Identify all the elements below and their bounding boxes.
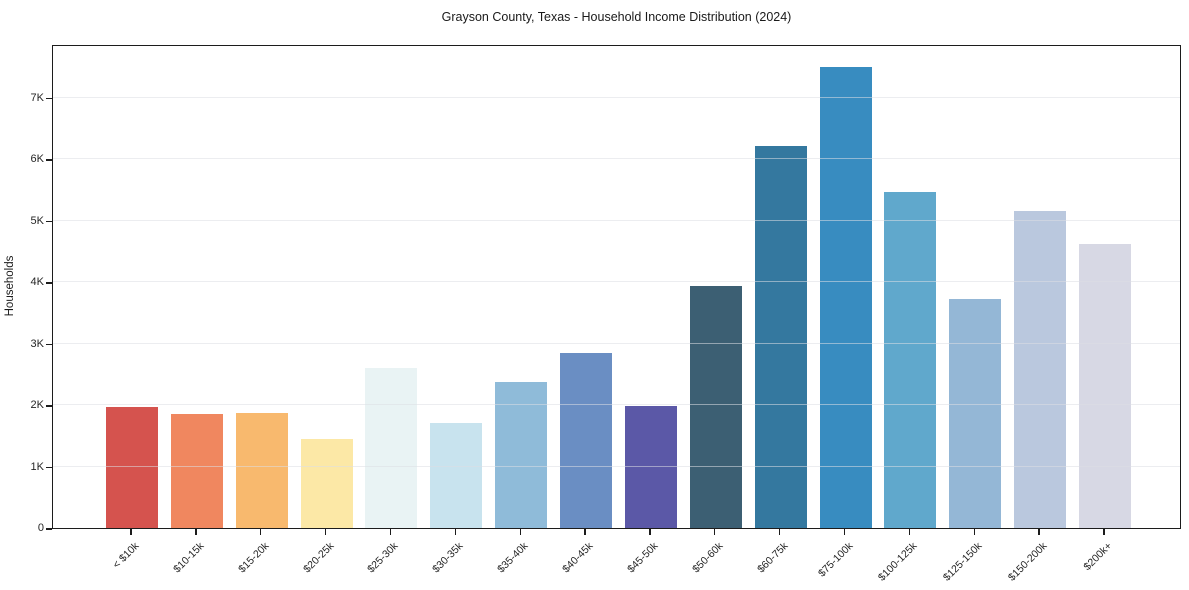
- y-tick-label: 7K: [30, 91, 44, 104]
- x-tick-mark: [778, 529, 781, 535]
- y-tick-mark: [46, 282, 52, 284]
- gridline-5K: [53, 219, 1180, 221]
- bar-$75-100k: [819, 66, 872, 528]
- x-tick-mark: [714, 529, 716, 535]
- x-tick-mark: [584, 529, 586, 535]
- y-tick-mark: [46, 97, 52, 100]
- x-tick-mark: [389, 529, 392, 535]
- plot-area: [52, 45, 1181, 529]
- y-tick-label: 5K: [30, 214, 44, 227]
- bar-$10-15k: [170, 413, 223, 528]
- y-tick-mark: [46, 466, 52, 469]
- bar-$40-45k: [560, 352, 613, 528]
- x-tick-mark: [908, 529, 911, 535]
- y-tick-mark: [46, 220, 52, 223]
- bar-$35-40k: [495, 381, 548, 528]
- chart-title: Grayson County, Texas - Household Income…: [441, 10, 792, 24]
- x-tick-mark: [973, 529, 975, 535]
- gridline-3K: [53, 342, 1180, 344]
- x-tick-mark: [324, 529, 327, 535]
- x-tick-mark: [649, 529, 651, 535]
- bar-$60-75k: [754, 146, 807, 528]
- gridline-4K: [53, 281, 1180, 283]
- bar-$100-125k: [884, 191, 937, 528]
- y-tick-label: 3K: [30, 337, 44, 350]
- bar-$200k+: [1079, 243, 1131, 528]
- bar-$50-60k: [689, 285, 742, 528]
- x-tick-mark: [195, 529, 197, 535]
- y-tick-label: 2K: [30, 399, 44, 411]
- x-tick-mark: [843, 529, 846, 535]
- bar-$45-50k: [624, 405, 677, 528]
- bar-$30-35k: [430, 423, 483, 528]
- x-tick-label: < $10k: [110, 540, 142, 571]
- y-tick-label: 4K: [30, 276, 44, 288]
- bar-$15-20k: [235, 412, 288, 528]
- gridline-7K: [53, 96, 1180, 98]
- y-tick-label: 0: [37, 522, 44, 534]
- x-tick-mark: [1103, 529, 1105, 535]
- bar-$150-200k: [1014, 210, 1067, 528]
- x-tick-mark: [130, 529, 132, 535]
- y-tick-mark: [46, 528, 52, 530]
- bar-$125-150k: [949, 299, 1002, 528]
- y-tick-label: 1K: [30, 460, 44, 473]
- gridline-1K: [53, 465, 1180, 467]
- y-tick-mark: [46, 343, 52, 346]
- x-tick-mark: [454, 529, 457, 535]
- x-tick-mark: [519, 529, 521, 535]
- gridline-2K: [53, 404, 1180, 406]
- y-tick-label: 6K: [30, 153, 44, 165]
- x-tick-mark: [260, 529, 262, 535]
- bar-$20-25k: [300, 439, 353, 528]
- x-tick-mark: [1038, 529, 1040, 535]
- y-tick-mark: [46, 159, 52, 161]
- bar-$25-30k: [365, 367, 418, 528]
- bar-< $10k: [106, 407, 158, 528]
- gridline-6K: [53, 158, 1180, 160]
- y-tick-mark: [46, 405, 52, 407]
